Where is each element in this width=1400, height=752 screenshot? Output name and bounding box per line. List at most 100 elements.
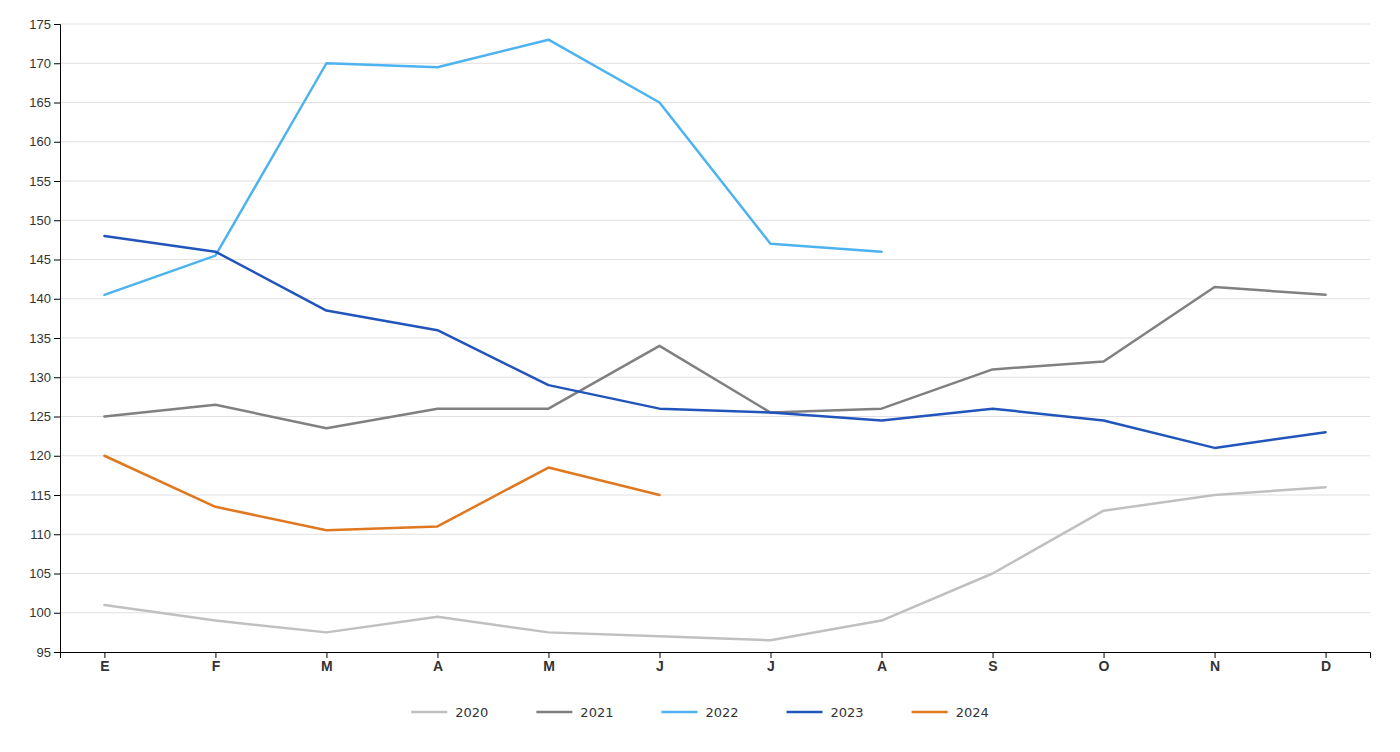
grid-line	[60, 102, 1370, 103]
grid-line	[60, 298, 1370, 299]
grid-line	[60, 377, 1370, 378]
y-tick-label: 110	[30, 527, 51, 542]
x-tick: J	[656, 652, 664, 674]
chart: 95 100 105 110 115 120 125 130 135 140 145 150 155 16…	[0, 0, 1400, 752]
grid-line	[60, 416, 1370, 417]
series-line	[104, 456, 659, 531]
y-tick-label: 135	[29, 331, 51, 346]
x-tick: A	[877, 652, 887, 674]
x-tick: F	[212, 652, 221, 674]
y-tick-mark	[54, 652, 60, 653]
legend-swatch	[536, 711, 572, 714]
legend-swatch	[661, 711, 697, 714]
series-line	[104, 40, 881, 295]
y-tick-mark	[54, 377, 60, 378]
x-tick-label: J	[656, 658, 664, 674]
grid-line	[60, 495, 1370, 496]
legend-swatch	[411, 711, 447, 714]
x-tick-label: N	[1210, 658, 1220, 674]
legend-item: 2022	[661, 705, 738, 720]
y-axis: 95 100 105 110 115 120 125 130 135 140 145 150 155 16…	[29, 17, 60, 660]
y-tick-label: 120	[29, 448, 51, 463]
y-tick: 125	[29, 409, 60, 424]
y-tick-label: 115	[30, 488, 51, 503]
y-axis-line	[54, 25, 61, 653]
y-tick-mark	[54, 260, 60, 261]
x-tick-label: O	[1099, 658, 1110, 674]
y-tick-label: 155	[29, 174, 51, 189]
y-tick-mark	[54, 103, 60, 104]
grid-line	[60, 573, 1370, 574]
y-tick: 95	[37, 645, 60, 660]
y-tick: 140	[29, 291, 60, 306]
y-tick-label: 175	[29, 17, 51, 32]
y-tick-label: 140	[29, 291, 51, 306]
x-axis: EFMAMJJASOND	[61, 652, 1371, 674]
y-tick-label: 160	[29, 134, 51, 149]
y-tick: 170	[29, 56, 60, 71]
legend-item: 2024	[912, 705, 989, 720]
legend-label: 2022	[705, 705, 738, 720]
legend-item: 2021	[536, 705, 613, 720]
legend: 2020 2021 2022 2023 2024	[411, 705, 988, 720]
grid-line	[60, 141, 1370, 142]
x-tick: J	[767, 652, 775, 674]
y-tick-label: 95	[37, 645, 51, 660]
x-tick: M	[543, 652, 555, 674]
series-line	[104, 236, 1325, 448]
x-tick-label: J	[767, 658, 775, 674]
y-tick: 120	[29, 448, 60, 463]
legend-item: 2020	[411, 705, 488, 720]
y-tick-mark	[54, 613, 60, 614]
x-tick: S	[988, 652, 997, 674]
y-tick-label: 105	[29, 566, 51, 581]
x-tick: A	[433, 652, 443, 674]
y-tick: 130	[29, 370, 60, 385]
y-tick: 175	[29, 17, 60, 32]
x-tick: N	[1210, 652, 1220, 674]
y-tick-mark	[54, 456, 60, 457]
grid-line	[60, 259, 1370, 260]
y-tick: 155	[29, 174, 60, 189]
y-tick-label: 150	[29, 213, 51, 228]
y-tick: 150	[29, 213, 60, 228]
y-tick: 115	[30, 488, 60, 503]
x-tick: E	[100, 652, 109, 674]
x-tick-label: A	[877, 658, 887, 674]
y-tick-label: 100	[29, 605, 51, 620]
y-tick: 145	[29, 252, 60, 267]
x-tick-label: M	[543, 658, 555, 674]
grid-line	[60, 24, 1370, 25]
chart-container: 95 100 105 110 115 120 125 130 135 140 145 150 155 16…	[0, 0, 1400, 752]
grid-line	[60, 534, 1370, 535]
y-tick-label: 165	[29, 95, 51, 110]
y-tick-mark	[54, 299, 60, 300]
y-tick-mark	[54, 417, 60, 418]
x-tick-label: M	[321, 658, 333, 674]
y-tick-mark	[54, 181, 60, 182]
y-tick-mark	[54, 534, 60, 535]
y-tick: 165	[29, 95, 60, 110]
legend-item: 2023	[787, 705, 864, 720]
series-line	[104, 487, 1325, 640]
plot: 95 100 105 110 115 120 125 130 135 140 145 150 155 16…	[29, 17, 1370, 674]
y-tick-mark	[54, 63, 60, 64]
y-tick-mark	[54, 495, 60, 496]
legend-label: 2023	[831, 705, 864, 720]
grid-line	[60, 181, 1370, 182]
legend-label: 2021	[580, 705, 613, 720]
lines	[104, 40, 1325, 641]
y-tick: 135	[29, 331, 60, 346]
y-tick-mark	[54, 338, 60, 339]
y-tick: 160	[29, 134, 60, 149]
y-tick-mark	[54, 24, 60, 25]
y-tick-label: 145	[29, 252, 51, 267]
y-tick: 100	[29, 605, 60, 620]
legend-swatch	[912, 711, 948, 714]
grid-line	[60, 220, 1370, 221]
x-tick-label: A	[433, 658, 443, 674]
x-tick: D	[1321, 652, 1331, 674]
legend-label: 2024	[956, 705, 989, 720]
x-tick: M	[321, 652, 333, 674]
y-tick-label: 130	[29, 370, 51, 385]
